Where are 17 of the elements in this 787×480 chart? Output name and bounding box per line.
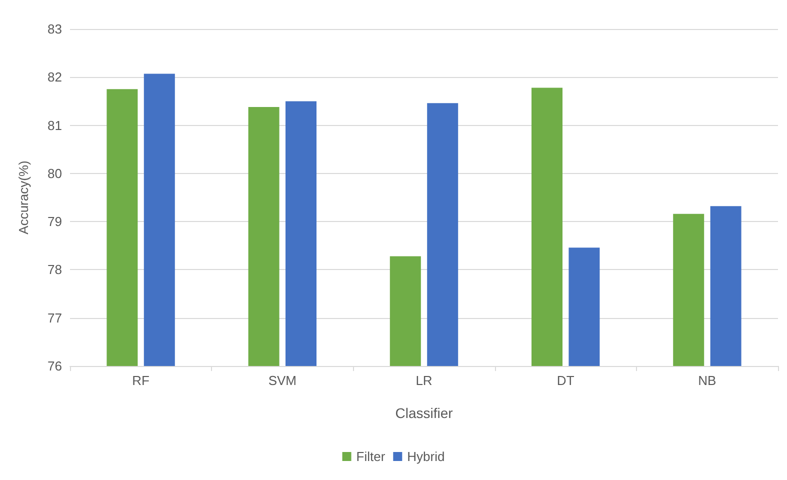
y-tick-label: 78 xyxy=(48,262,62,278)
y-tick-label: 77 xyxy=(48,310,62,326)
y-tick-label: 81 xyxy=(48,118,62,133)
legend-label: Hybrid xyxy=(407,449,445,464)
x-tick-label: NB xyxy=(698,373,716,388)
y-tick-label: 83 xyxy=(48,22,62,36)
x-axis-title: Classifier xyxy=(395,405,454,421)
y-tick-label: 80 xyxy=(48,166,62,181)
legend-label: Filter xyxy=(356,449,386,464)
x-tick-label: DT xyxy=(556,373,574,388)
y-axis-title: Accuracy(%) xyxy=(16,160,31,234)
y-tick-label: 76 xyxy=(48,358,62,374)
x-tick-label: LR xyxy=(416,373,432,388)
y-tick-label: 82 xyxy=(48,70,62,85)
y-tick-label: 79 xyxy=(48,214,62,230)
x-tick-label: RF xyxy=(132,373,150,388)
x-tick-label: SVM xyxy=(268,373,296,388)
